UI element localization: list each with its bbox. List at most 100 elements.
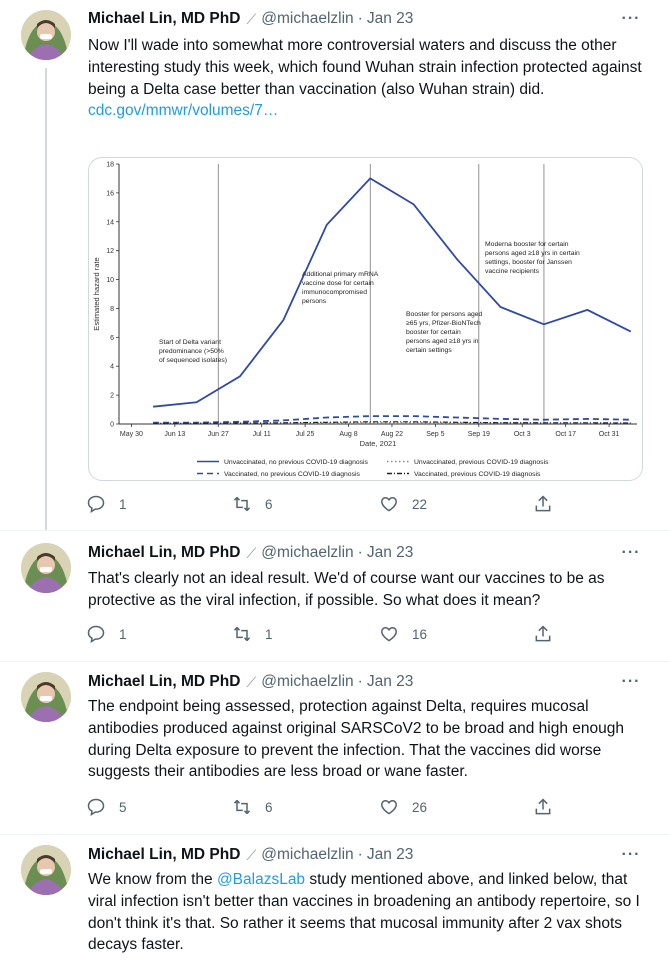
annotation-text: predominance (>50% bbox=[159, 348, 224, 355]
retweet-button[interactable]: 6 bbox=[232, 494, 273, 514]
annotation-text: vaccine recipients bbox=[485, 268, 540, 275]
x-tick-label: Jul 11 bbox=[253, 431, 271, 438]
x-tick-label: Sep 5 bbox=[426, 431, 444, 438]
legend-label: Unvaccinated, previous COVID-19 diagnosi… bbox=[414, 459, 549, 466]
annotation-text: certain settings bbox=[406, 347, 452, 354]
retweet-count: 6 bbox=[265, 799, 273, 815]
annotation-text: persons aged ≥18 yrs in bbox=[406, 338, 479, 345]
tweet-date[interactable]: Jan 23 bbox=[366, 673, 414, 690]
dna-icon: ⟋ bbox=[246, 10, 257, 27]
x-tick-label: Aug 8 bbox=[339, 431, 357, 438]
reply-count: 1 bbox=[119, 626, 127, 642]
retweet-count: 6 bbox=[265, 496, 273, 512]
share-button[interactable] bbox=[533, 624, 553, 644]
dna-icon: ⟋ bbox=[246, 544, 257, 561]
heart-icon bbox=[381, 799, 397, 815]
share-button[interactable] bbox=[533, 797, 553, 817]
heart-icon bbox=[381, 496, 397, 512]
tweet-actions: 1 6 22 bbox=[86, 494, 556, 518]
legend-label: Vaccinated, previous COVID-19 diagnosis bbox=[414, 471, 541, 478]
reply-button[interactable]: 5 bbox=[86, 797, 127, 817]
annotation-text: ≥65 yrs, Pfizer-BioNTech bbox=[406, 320, 481, 327]
share-button[interactable] bbox=[533, 494, 553, 514]
tweet-body-start: We know from the bbox=[88, 871, 217, 888]
x-tick-label: Jul 25 bbox=[296, 431, 315, 438]
share-icon bbox=[535, 798, 551, 815]
share-icon bbox=[535, 625, 551, 642]
author-name[interactable]: Michael Lin, MD PhD bbox=[88, 544, 241, 561]
legend-label: Vaccinated, no previous COVID-19 diagnos… bbox=[224, 471, 360, 478]
tweet-body: Now I'll wade into somewhat more controv… bbox=[88, 37, 642, 98]
like-count: 26 bbox=[412, 799, 428, 815]
reply-button[interactable]: 1 bbox=[86, 494, 127, 514]
more-options-icon[interactable]: ··· bbox=[621, 673, 641, 690]
author-name[interactable]: Michael Lin, MD PhD bbox=[88, 10, 241, 27]
separator-dot: · bbox=[357, 673, 363, 690]
reply-icon bbox=[87, 625, 105, 644]
tweet[interactable]: Michael Lin, MD PhD ⟋ @michaelzlin · Jan… bbox=[0, 662, 669, 834]
tweet[interactable]: Michael Lin, MD PhD ⟋ @michaelzlin · Jan… bbox=[0, 533, 669, 661]
tweet-divider bbox=[0, 661, 669, 662]
x-tick-label: Oct 3 bbox=[514, 431, 531, 438]
avatar[interactable] bbox=[21, 672, 71, 722]
retweet-icon bbox=[233, 626, 251, 642]
like-button[interactable]: 26 bbox=[379, 797, 427, 817]
more-options-icon[interactable]: ··· bbox=[621, 544, 641, 561]
y-tick-label: 4 bbox=[110, 364, 114, 371]
tweet-date[interactable]: Jan 23 bbox=[366, 846, 414, 863]
like-button[interactable]: 22 bbox=[379, 494, 427, 514]
chart-image[interactable]: 0 2 4 6 8 10 12 14 16 18 May 30 Jun 13 Jun 27 Jul 11 J… bbox=[88, 157, 643, 481]
y-tick-label: 0 bbox=[110, 422, 114, 429]
author-handle[interactable]: @michaelzlin bbox=[261, 846, 354, 863]
avatar-image bbox=[21, 543, 71, 593]
author-name[interactable]: Michael Lin, MD PhD bbox=[88, 846, 241, 863]
tweet-text: We know from the @BalazsLab study mentio… bbox=[88, 869, 649, 956]
annotation-text: vaccine dose for certain bbox=[302, 280, 374, 287]
reply-count: 5 bbox=[119, 799, 127, 815]
more-options-icon[interactable]: ··· bbox=[621, 10, 641, 27]
x-axis-label: Date, 2021 bbox=[360, 439, 397, 448]
annotation-text: of sequenced isolates) bbox=[159, 357, 227, 364]
tweet-date[interactable]: Jan 23 bbox=[366, 544, 414, 561]
reply-count: 1 bbox=[119, 496, 127, 512]
tweet[interactable]: Michael Lin, MD PhD ⟋ @michaelzlin · Jan… bbox=[0, 835, 669, 966]
y-tick-label: 10 bbox=[106, 277, 114, 284]
tweet-text: The endpoint being assessed, protection … bbox=[88, 698, 624, 781]
y-tick-label: 8 bbox=[110, 306, 114, 313]
reply-button[interactable]: 1 bbox=[86, 624, 127, 644]
reply-icon bbox=[87, 495, 105, 514]
annotation-text: immunocompromised bbox=[302, 289, 367, 296]
tweet-actions: 5 6 26 bbox=[86, 797, 556, 821]
thread-line bbox=[45, 68, 47, 530]
dna-icon: ⟋ bbox=[246, 846, 257, 863]
reply-icon bbox=[87, 798, 105, 817]
tweet-divider bbox=[0, 834, 669, 835]
separator-dot: · bbox=[357, 10, 363, 27]
author-handle[interactable]: @michaelzlin bbox=[261, 10, 354, 27]
avatar[interactable] bbox=[21, 845, 71, 895]
avatar-image bbox=[21, 10, 71, 60]
avatar[interactable] bbox=[21, 10, 71, 60]
heart-icon bbox=[381, 626, 397, 642]
more-options-icon[interactable]: ··· bbox=[621, 846, 641, 863]
separator-dot: · bbox=[357, 846, 363, 863]
retweet-button[interactable]: 1 bbox=[232, 624, 273, 644]
y-tick-label: 18 bbox=[106, 162, 114, 169]
annotation-text: booster for certain bbox=[406, 329, 461, 336]
retweet-button[interactable]: 6 bbox=[232, 797, 273, 817]
author-name[interactable]: Michael Lin, MD PhD bbox=[88, 673, 241, 690]
author-handle[interactable]: @michaelzlin bbox=[261, 673, 354, 690]
legend-label: Unvaccinated, no previous COVID-19 diagn… bbox=[224, 459, 369, 466]
y-tick-label: 6 bbox=[110, 335, 114, 342]
tweet[interactable]: Michael Lin, MD PhD ⟋ @michaelzlin · Jan… bbox=[0, 0, 669, 530]
avatar[interactable] bbox=[21, 543, 71, 593]
tweet-link[interactable]: cdc.gov/mmwr/volumes/7… bbox=[88, 102, 279, 120]
annotation-text: settings, booster for Janssen bbox=[485, 259, 572, 266]
like-button[interactable]: 16 bbox=[379, 624, 427, 644]
x-tick-label: Aug 22 bbox=[381, 431, 403, 438]
mention-link[interactable]: @BalazsLab bbox=[216, 871, 306, 888]
separator-dot: · bbox=[357, 544, 363, 561]
dna-icon: ⟋ bbox=[246, 673, 257, 690]
tweet-date[interactable]: Jan 23 bbox=[366, 10, 414, 27]
author-handle[interactable]: @michaelzlin bbox=[261, 544, 354, 561]
